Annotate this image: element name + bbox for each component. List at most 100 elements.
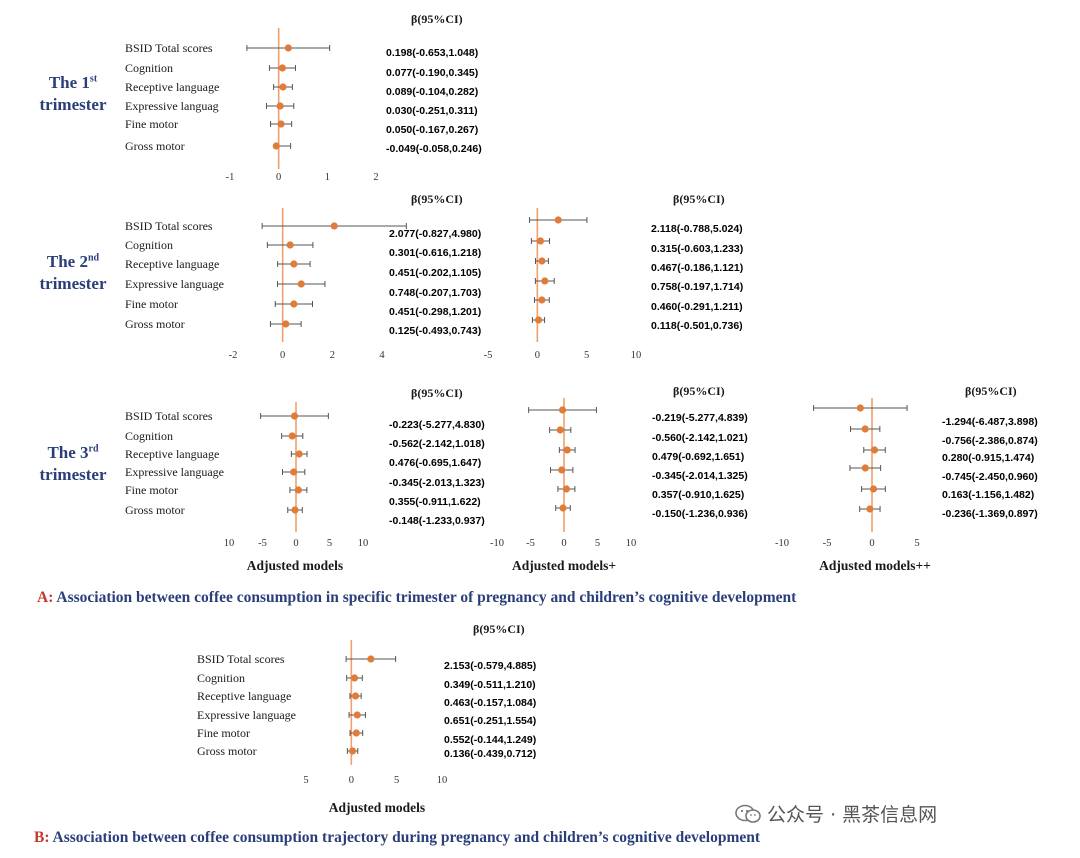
ci-header-3rd-b: β(95%CI) xyxy=(673,384,725,398)
ci-header-3rd-a: β(95%CI) xyxy=(411,386,463,400)
ci-value-label: 0.451(-0.298,1.201) xyxy=(389,306,481,318)
forest-plot-3: -5 0 5 10 2.118(-0.788,5.024) 0.315(-0.603,1.… xyxy=(484,208,743,361)
estimate-point xyxy=(538,296,546,304)
x-tick-label: 10 xyxy=(437,775,448,786)
estimate-point xyxy=(286,241,294,249)
category-label: Expressive language xyxy=(125,277,224,291)
x-tick-label: 0 xyxy=(869,538,874,549)
x-tick-label: 10 xyxy=(626,538,637,549)
forest-plot-1: -1 0 1 2 BSID Total scores Cognition Receptive… xyxy=(125,28,482,183)
estimate-point xyxy=(288,432,296,440)
wechat-icon xyxy=(735,804,761,824)
x-tick-label: 0 xyxy=(535,350,540,361)
category-label: Receptive language xyxy=(125,80,219,94)
category-label: Gross motor xyxy=(125,317,185,331)
model-label-b-adjusted: Adjusted models xyxy=(328,800,426,815)
row-label-3rd: The 3rd trimester xyxy=(28,438,118,486)
estimate-point xyxy=(330,222,338,230)
estimate-point xyxy=(353,711,361,719)
x-tick-label: 5 xyxy=(394,775,399,786)
ci-header-2nd-a: β(95%CI) xyxy=(411,192,463,206)
estimate-point xyxy=(282,320,290,328)
category-label: Cognition xyxy=(125,429,173,443)
forest-plot-4: 10 -5 0 5 10 BSID Total scores Cognition Recept… xyxy=(125,402,485,549)
estimate-point xyxy=(290,468,298,476)
ci-value-label: 0.163(-1.156,1.482) xyxy=(942,489,1034,501)
x-tick-label: 0 xyxy=(561,538,566,549)
x-tick-label: 10 xyxy=(358,538,369,549)
x-tick-label: -1 xyxy=(226,172,235,183)
estimate-point xyxy=(297,280,305,288)
row-label-2nd-text: The 2nd trimester xyxy=(39,251,107,293)
estimate-point xyxy=(554,216,562,224)
estimate-point xyxy=(276,102,284,110)
ci-value-label: 0.349(-0.511,1.210) xyxy=(444,679,536,691)
x-tick-label: -5 xyxy=(258,538,267,549)
ci-value-label: -0.562(-2.142,1.018) xyxy=(389,438,485,450)
category-label: Gross motor xyxy=(125,139,185,153)
estimate-point xyxy=(869,485,878,493)
x-tick-label: 0 xyxy=(349,775,354,786)
ci-value-label: 0.758(-0.197,1.714) xyxy=(651,281,743,293)
ci-value-label: 0.467(-0.186,1.121) xyxy=(651,262,743,274)
estimate-point xyxy=(277,120,285,128)
estimate-point xyxy=(367,655,375,663)
estimate-point xyxy=(866,505,874,513)
row-label-3rd-text: The 3rd trimester xyxy=(39,442,107,484)
forest-plot-5: -10 -5 0 5 10 -0.219(-5.277,4.839) -0.560(-2.1… xyxy=(490,398,748,549)
estimate-point xyxy=(291,506,299,514)
row-label-2nd: The 2nd trimester xyxy=(28,247,118,295)
ci-value-label: 0.118(-0.501,0.736) xyxy=(651,320,743,332)
ordinal-suffix: nd xyxy=(87,252,100,263)
category-label: Receptive language xyxy=(197,689,291,703)
ci-header-1st: β(95%CI) xyxy=(411,12,463,26)
ordinal-suffix: rd xyxy=(88,443,99,454)
ci-value-label: 0.198(-0.653,1.048) xyxy=(386,47,478,59)
category-label: BSID Total scores xyxy=(125,41,213,55)
x-tick-label: 5 xyxy=(327,538,332,549)
ci-value-label: 0.089(-0.104,0.282) xyxy=(386,86,478,98)
x-tick-label: 5 xyxy=(303,775,308,786)
estimate-point xyxy=(279,83,287,91)
ci-value-label: -0.219(-5.277,4.839) xyxy=(652,412,748,424)
ci-value-label: 0.077(-0.190,0.345) xyxy=(386,67,478,79)
ci-value-label: 0.651(-0.251,1.554) xyxy=(444,715,536,727)
ordinal-suffix: st xyxy=(89,73,98,84)
estimate-point xyxy=(861,464,869,472)
ci-value-label: 0.050(-0.167,0.267) xyxy=(386,124,478,136)
x-tick-label: 5 xyxy=(914,538,919,549)
ci-value-label: 0.125(-0.493,0.743) xyxy=(389,325,481,337)
category-label: Expressive languag xyxy=(125,99,219,113)
estimate-point xyxy=(856,404,864,412)
estimate-point xyxy=(352,729,360,737)
ci-value-label: 0.748(-0.207,1.703) xyxy=(389,287,481,299)
x-tick-label: 2 xyxy=(373,172,378,183)
category-label: Cognition xyxy=(125,238,173,252)
model-label-adjusted: Adjusted models xyxy=(246,558,344,573)
ci-value-label: -1.294(-6.487,3.898) xyxy=(942,416,1038,428)
caption-a-text: Association between coffee consumption i… xyxy=(56,589,797,606)
ci-value-label: 0.552(-0.144,1.249) xyxy=(444,734,536,746)
estimate-point xyxy=(861,425,869,433)
ci-value-label: 0.479(-0.692,1.651) xyxy=(652,451,744,463)
estimate-point xyxy=(556,426,564,434)
x-tick-label: 1 xyxy=(325,172,330,183)
ci-header-2nd-b: β(95%CI) xyxy=(673,192,725,206)
ci-value-label: -0.236(-1.369,0.897) xyxy=(942,508,1038,520)
row-label-1st: The 1st trimester xyxy=(28,68,118,116)
ci-header-b: β(95%CI) xyxy=(473,622,525,636)
category-label: Gross motor xyxy=(125,503,185,517)
category-label: Gross motor xyxy=(197,744,257,758)
caption-a: A: Association between coffee consumptio… xyxy=(37,589,796,607)
model-label-adjusted-plus-plus: Adjusted models++ xyxy=(819,558,931,573)
category-label: Receptive language xyxy=(125,447,219,461)
x-tick-label: -5 xyxy=(484,350,493,361)
estimate-point xyxy=(558,406,567,414)
watermark-text: 公众号 · 黑茶信息网 xyxy=(767,804,938,826)
estimate-point xyxy=(350,674,359,682)
row-label-1st-text: The 1st trimester xyxy=(39,72,107,114)
ci-header-3rd-c: β(95%CI) xyxy=(965,384,1017,398)
category-label: Expressive language xyxy=(197,708,296,722)
ci-value-label: -0.345(-2.013,1.323) xyxy=(389,477,485,489)
category-label: BSID Total scores xyxy=(125,219,213,233)
